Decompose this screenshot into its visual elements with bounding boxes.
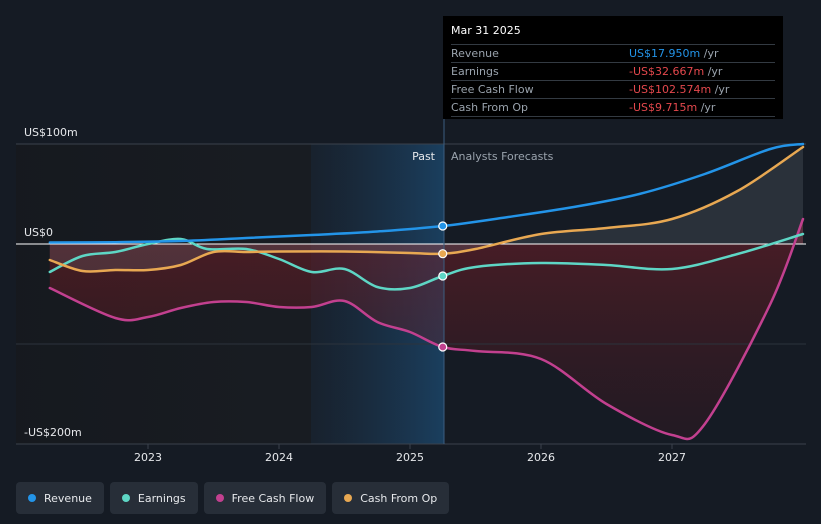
x-tick-label: 2025 — [396, 451, 424, 464]
legend-label: Revenue — [44, 491, 92, 505]
earnings-marker — [438, 271, 448, 281]
tooltip-row-free-cash-flow: Free Cash Flow -US$102.574m /yr — [451, 81, 775, 99]
tooltip-label: Earnings — [451, 65, 499, 78]
legend-item-revenue[interactable]: Revenue — [16, 482, 104, 514]
y-label-zero: US$0 — [24, 226, 53, 239]
free-cash-flow-fill — [49, 219, 803, 439]
revenue-dot-icon — [28, 494, 36, 502]
forecast-label: Analysts Forecasts — [451, 150, 554, 163]
tooltip-unit: /yr — [711, 83, 730, 96]
cash-from-op-marker — [438, 249, 448, 259]
past-label: Past — [412, 150, 436, 163]
tooltip: Mar 31 2025 Revenue US$17.950m /yr Earni… — [443, 16, 783, 119]
free-cash-flow-line — [48, 217, 805, 441]
legend-label: Free Cash Flow — [231, 491, 315, 505]
tooltip-unit: /yr — [697, 101, 716, 114]
tooltip-value: US$17.950m — [629, 47, 701, 60]
y-label-bottom: -US$200m — [24, 426, 82, 439]
tooltip-unit: /yr — [704, 65, 723, 78]
tooltip-row-revenue: Revenue US$17.950m /yr — [451, 45, 775, 63]
legend-label: Cash From Op — [360, 491, 438, 505]
tooltip-value: -US$9.715m — [629, 101, 698, 114]
tooltip-label: Cash From Op — [451, 101, 529, 114]
tooltip-unit: /yr — [700, 47, 719, 60]
tooltip-label: Revenue — [451, 47, 499, 60]
x-tick-label: 2024 — [265, 451, 293, 464]
tooltip-value: -US$32.667m — [629, 65, 705, 78]
earnings-line — [48, 232, 805, 291]
revenue-marker — [438, 221, 448, 231]
tooltip-label: Free Cash Flow — [451, 83, 534, 96]
legend: Revenue Earnings Free Cash Flow Cash Fro… — [16, 482, 450, 514]
free-cash-flow-dot-icon — [215, 494, 224, 502]
legend-item-free-cash-flow[interactable]: Free Cash Flow — [203, 482, 327, 514]
x-tick-label: 2026 — [527, 451, 555, 464]
cash-from-op-fill — [49, 147, 803, 272]
cash-from-op-line — [48, 145, 805, 273]
legend-item-cash-from-op[interactable]: Cash From Op — [332, 482, 450, 514]
y-label-top: US$100m — [24, 126, 78, 139]
tooltip-row-earnings: Earnings -US$32.667m /yr — [451, 63, 775, 81]
x-tick-label: 2023 — [134, 451, 162, 464]
cash-from-op-dot-icon — [344, 494, 353, 502]
tooltip-value: -US$102.574m — [629, 83, 712, 96]
free-cash-flow-marker — [438, 342, 448, 352]
legend-label: Earnings — [137, 491, 186, 505]
legend-item-earnings[interactable]: Earnings — [109, 482, 198, 514]
x-tick-label: 2027 — [658, 451, 686, 464]
tooltip-row-cash-from-op: Cash From Op -US$9.715m /yr — [451, 99, 775, 117]
earnings-dot-icon — [121, 494, 130, 502]
tooltip-date: Mar 31 2025 — [451, 23, 775, 45]
